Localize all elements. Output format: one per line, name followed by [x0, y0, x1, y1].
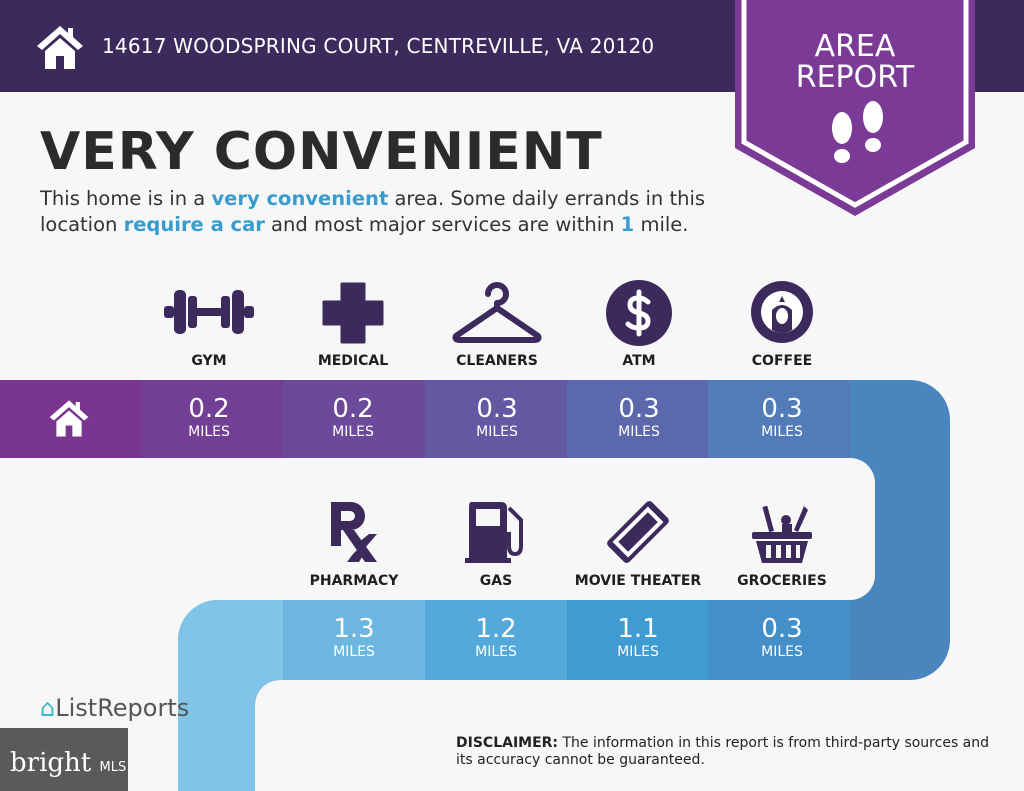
value: 0.3 [761, 614, 803, 644]
listreports-logo: ⌂ListReports [40, 694, 189, 722]
label-cleaners: CLEANERS [456, 353, 538, 369]
distance-atm: 0.3 MILES [568, 395, 710, 441]
gas-pump-icon [425, 500, 567, 564]
unit: MILES [332, 424, 374, 440]
highlight: very convenient [211, 187, 389, 210]
logo-house-icon: ⌂ [40, 694, 56, 722]
disclaimer-label: DISCLAIMER: [456, 735, 559, 751]
unit: MILES [476, 424, 518, 440]
text: This home is in a [40, 187, 212, 210]
value: 0.3 [761, 394, 803, 424]
area-report-badge [735, 0, 975, 216]
text: and most major services are within [264, 213, 621, 236]
hanger-icon [426, 282, 568, 344]
distance-pharmacy: 1.3 MILES [283, 615, 425, 661]
badge-line1: AREA [814, 29, 896, 64]
label-coffee: COFFEE [751, 353, 813, 369]
description: This home is in a very convenient area. … [40, 186, 760, 238]
label-medical: MEDICAL [317, 353, 389, 369]
label-atm: ATM [622, 353, 656, 369]
distance-gym: 0.2 MILES [138, 395, 280, 441]
headline: VERY CONVENIENT [40, 122, 603, 182]
label-gas: GAS [479, 573, 513, 589]
dollar-icon [568, 280, 710, 346]
unit: MILES [618, 424, 660, 440]
unit: MILES [188, 424, 230, 440]
footprints-icon [832, 101, 883, 163]
rx-icon [283, 500, 425, 564]
distance-medical: 0.2 MILES [282, 395, 424, 441]
logo-text: ListReports [55, 694, 190, 722]
label-movie-theater: MOVIE THEATER [574, 573, 702, 589]
label-pharmacy: PHARMACY [309, 573, 399, 589]
label-gym: GYM [191, 353, 227, 369]
value: 0.2 [332, 394, 374, 424]
ticket-icon [567, 497, 709, 567]
distance-coffee: 0.3 MILES [711, 395, 853, 441]
value: 0.3 [476, 394, 518, 424]
distance-movie-theater: 1.1 MILES [567, 615, 709, 661]
distance-gas: 1.2 MILES [425, 615, 567, 661]
basket-icon [711, 500, 853, 564]
distance-cleaners: 0.3 MILES [426, 395, 568, 441]
bright-mls-watermark: bright MLS [0, 728, 128, 791]
value: 1.2 [475, 614, 517, 644]
unit: MILES [761, 424, 803, 440]
text: mile. [634, 213, 689, 236]
value: 1.1 [617, 614, 659, 644]
value: 0.3 [618, 394, 660, 424]
disclaimer: DISCLAIMER: The information in this repo… [456, 735, 996, 769]
home-icon [37, 26, 83, 69]
unit: MILES [333, 644, 375, 660]
value: 0.2 [188, 394, 230, 424]
watermark-text: bright [10, 748, 92, 778]
watermark-suffix: MLS [99, 760, 127, 775]
medical-cross-icon [282, 282, 424, 344]
disclaimer-text: The information in this report is from t… [456, 735, 990, 768]
home-icon [49, 400, 89, 437]
unit: MILES [475, 644, 517, 660]
highlight: require a car [123, 213, 265, 236]
badge-line2: REPORT [795, 60, 915, 95]
distance-groceries: 0.3 MILES [711, 615, 853, 661]
address: 14617 WOODSPRING COURT, CENTREVILLE, VA … [102, 34, 655, 58]
unit: MILES [761, 644, 803, 660]
starbucks-icon [711, 280, 853, 344]
value: 1.3 [333, 614, 375, 644]
dumbbell-icon [138, 284, 280, 340]
highlight: 1 [620, 213, 635, 236]
text: area. Some daily errands in this locatio… [40, 187, 706, 236]
unit: MILES [617, 644, 659, 660]
label-groceries: GROCERIES [737, 573, 827, 589]
